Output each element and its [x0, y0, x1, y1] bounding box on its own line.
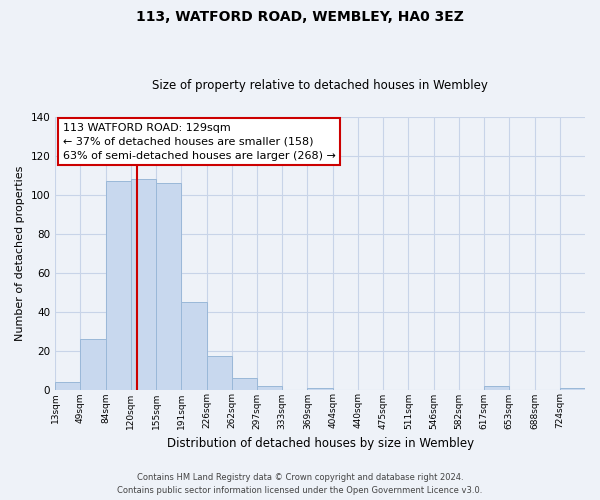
Title: Size of property relative to detached houses in Wembley: Size of property relative to detached ho… — [152, 79, 488, 92]
Bar — [156, 183, 181, 390]
Bar — [257, 386, 282, 390]
Bar — [131, 179, 156, 390]
X-axis label: Distribution of detached houses by size in Wembley: Distribution of detached houses by size … — [167, 437, 473, 450]
Text: Contains HM Land Registry data © Crown copyright and database right 2024.
Contai: Contains HM Land Registry data © Crown c… — [118, 473, 482, 495]
Bar — [206, 356, 232, 390]
Bar — [80, 339, 106, 390]
Bar — [55, 382, 80, 390]
Bar — [307, 388, 332, 390]
Bar — [181, 302, 206, 390]
Y-axis label: Number of detached properties: Number of detached properties — [15, 166, 25, 341]
Bar — [106, 181, 131, 390]
Text: 113, WATFORD ROAD, WEMBLEY, HA0 3EZ: 113, WATFORD ROAD, WEMBLEY, HA0 3EZ — [136, 10, 464, 24]
Bar — [560, 388, 585, 390]
Bar — [484, 386, 509, 390]
Text: 113 WATFORD ROAD: 129sqm
← 37% of detached houses are smaller (158)
63% of semi-: 113 WATFORD ROAD: 129sqm ← 37% of detach… — [63, 122, 335, 160]
Bar — [232, 378, 257, 390]
